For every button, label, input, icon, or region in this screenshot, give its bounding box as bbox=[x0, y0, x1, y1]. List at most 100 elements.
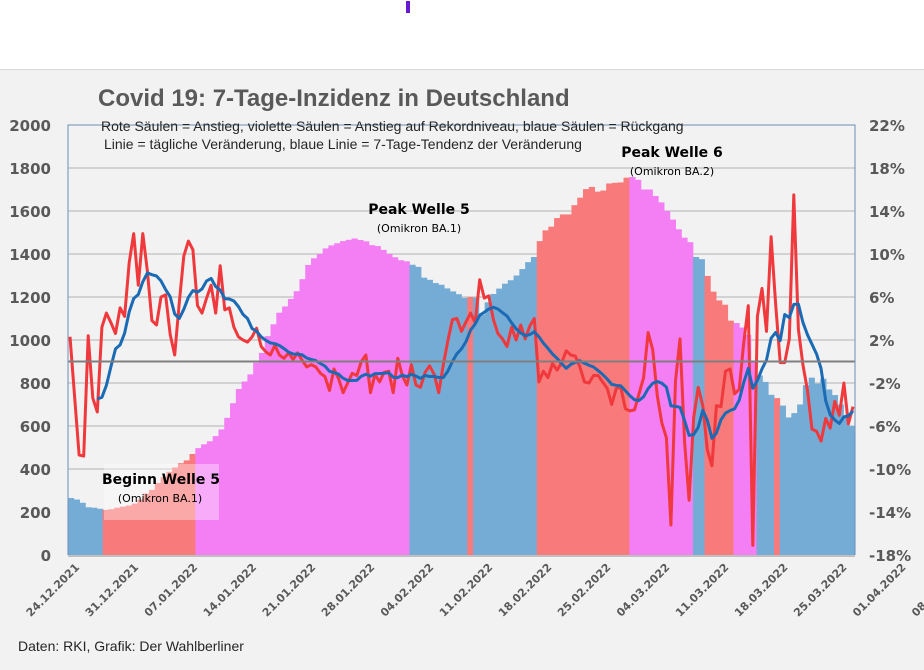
incidence-bar bbox=[154, 482, 161, 555]
incidence-bar bbox=[710, 291, 717, 556]
x-tick-label: 31.12.2021 bbox=[83, 561, 141, 619]
annotation-beginn-welle5-title: Beginn Welle 5 bbox=[102, 472, 220, 488]
incidence-bar bbox=[224, 417, 231, 555]
incidence-bar bbox=[490, 293, 497, 555]
y-left-tick-label: 600 bbox=[20, 418, 51, 436]
incidence-bar bbox=[554, 218, 561, 555]
incidence-bar bbox=[206, 441, 214, 555]
incidence-bar bbox=[270, 324, 277, 555]
incidence-bar bbox=[826, 389, 833, 555]
incidence-bar bbox=[849, 426, 856, 555]
incidence-bar bbox=[403, 261, 410, 555]
incidence-bar bbox=[611, 182, 619, 555]
incidence-bar bbox=[739, 327, 746, 555]
incidence-bar bbox=[125, 505, 133, 555]
y-left-tick-label: 0 bbox=[41, 547, 51, 565]
incidence-bar bbox=[177, 463, 185, 555]
incidence-bar bbox=[704, 275, 711, 555]
incidence-bar bbox=[756, 375, 763, 555]
incidence-bar bbox=[565, 214, 572, 555]
y-right-tick-label: -18% bbox=[869, 547, 911, 565]
y-right-tick-label: -6% bbox=[869, 418, 901, 436]
incidence-bar bbox=[658, 202, 665, 555]
incidence-bar bbox=[143, 493, 150, 555]
y-right-tick-label: 10% bbox=[869, 246, 905, 264]
incidence-bar bbox=[241, 381, 248, 555]
incidence-bar bbox=[594, 191, 601, 555]
incidence-bar bbox=[102, 509, 109, 555]
incidence-bar bbox=[669, 219, 677, 555]
incidence-bar bbox=[397, 260, 405, 555]
incidence-bar bbox=[166, 471, 173, 555]
y-right-tick-label: 6% bbox=[869, 289, 894, 307]
incidence-bar bbox=[264, 336, 271, 555]
incidence-bar bbox=[797, 404, 804, 555]
y-right-tick-label: -10% bbox=[869, 461, 911, 479]
x-tick-label: 25.02.2022 bbox=[555, 561, 613, 619]
y-left-tick-label: 1200 bbox=[9, 289, 51, 307]
incidence-bar bbox=[282, 306, 289, 555]
incidence-bar bbox=[212, 436, 219, 555]
incidence-bar bbox=[635, 179, 642, 555]
incidence-bar bbox=[380, 249, 387, 555]
y-right-tick-label: 14% bbox=[869, 203, 905, 221]
incidence-bar bbox=[843, 417, 850, 555]
incidence-bar bbox=[108, 509, 115, 555]
incidence-bar bbox=[473, 297, 480, 555]
x-tick-label: 25.03.2022 bbox=[791, 561, 849, 619]
y-right-tick-label: 2% bbox=[869, 332, 894, 350]
y-left-tick-label: 200 bbox=[20, 504, 51, 522]
x-tick-label: 18.02.2022 bbox=[496, 561, 554, 619]
x-tick-label: 04.02.2022 bbox=[378, 561, 436, 619]
incidence-bar bbox=[172, 467, 179, 555]
incidence-bar bbox=[785, 417, 792, 555]
incidence-bar bbox=[218, 429, 225, 555]
incidence-bar bbox=[478, 314, 486, 555]
incidence-bar bbox=[114, 507, 121, 555]
incidence-bar bbox=[409, 264, 416, 555]
incidence-bar bbox=[426, 279, 433, 555]
incidence-bar bbox=[149, 489, 156, 555]
incidence-bar bbox=[820, 378, 827, 555]
incidence-bar bbox=[415, 266, 422, 555]
incidence-bar bbox=[548, 226, 555, 555]
incidence-bar bbox=[386, 254, 393, 555]
incidence-bar bbox=[791, 413, 798, 555]
incidence-bar bbox=[542, 230, 549, 555]
incidence-bar bbox=[675, 229, 682, 555]
subtitle-line-2: Linie = tägliche Veränderung, blaue Lini… bbox=[104, 136, 582, 152]
incidence-bar bbox=[525, 262, 532, 555]
incidence-bar bbox=[530, 257, 538, 555]
incidence-bar bbox=[392, 257, 399, 555]
annotation-box-beginn bbox=[104, 464, 219, 520]
x-tick-label: 08.04.2022 bbox=[909, 561, 924, 619]
incidence-bar bbox=[606, 183, 613, 556]
incidence-bar bbox=[721, 304, 729, 555]
incidence-bar bbox=[183, 460, 190, 555]
incidence-bar bbox=[745, 334, 752, 555]
incidence-bar bbox=[328, 245, 335, 555]
y-left-tick-label: 1800 bbox=[9, 160, 51, 178]
incidence-bar bbox=[502, 283, 509, 555]
x-tick-label: 11.02.2022 bbox=[437, 561, 495, 619]
incidence-bar bbox=[461, 297, 468, 555]
annotation-peak-welle6-sub: (Omikron BA.2) bbox=[630, 165, 714, 178]
incidence-bar bbox=[137, 499, 144, 555]
incidence-bar bbox=[420, 277, 428, 555]
incidence-bar bbox=[293, 291, 300, 555]
incidence-bar bbox=[577, 197, 584, 556]
incidence-bar bbox=[79, 502, 86, 555]
incidence-bar bbox=[230, 403, 237, 555]
incidence-bar bbox=[68, 498, 75, 555]
plot-frame bbox=[67, 124, 856, 555]
incidence-bar bbox=[837, 404, 844, 555]
incidence-bar bbox=[519, 269, 526, 555]
incidence-bar bbox=[536, 241, 543, 555]
x-tick-label: 21.01.2022 bbox=[260, 561, 318, 619]
incidence-bar bbox=[733, 323, 740, 555]
change-lines bbox=[68, 193, 855, 547]
x-tick-label: 18.03.2022 bbox=[732, 561, 790, 619]
incidence-bar bbox=[287, 298, 295, 555]
y-left-tick-label: 400 bbox=[20, 461, 51, 479]
incidence-bar bbox=[195, 448, 202, 555]
